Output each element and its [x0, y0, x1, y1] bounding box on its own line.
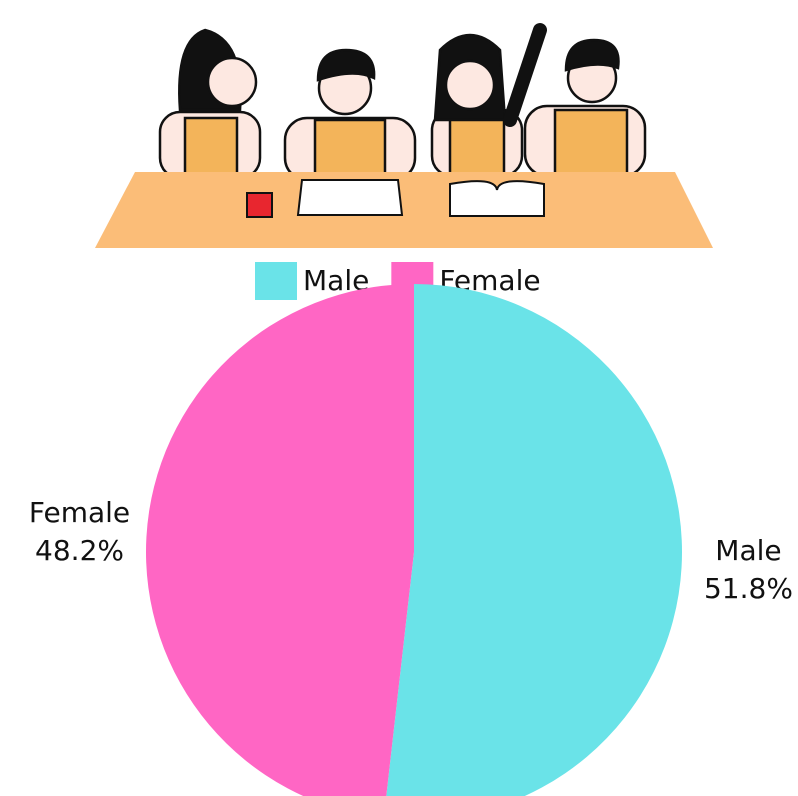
- legend-swatch: [255, 262, 297, 300]
- desk: [95, 172, 713, 248]
- legend: Male Female: [255, 262, 541, 300]
- slice-label-value: 48.2%: [35, 534, 124, 567]
- illustration: [95, 23, 713, 248]
- pie-slice: [146, 284, 414, 796]
- slice-label-value: 51.8%: [704, 572, 793, 605]
- slice-label-name: Female: [29, 496, 130, 529]
- slice-label-name: Male: [715, 534, 781, 567]
- pie-slice: [386, 284, 682, 796]
- pie: Male 51.8% Female 48.2%: [29, 284, 793, 796]
